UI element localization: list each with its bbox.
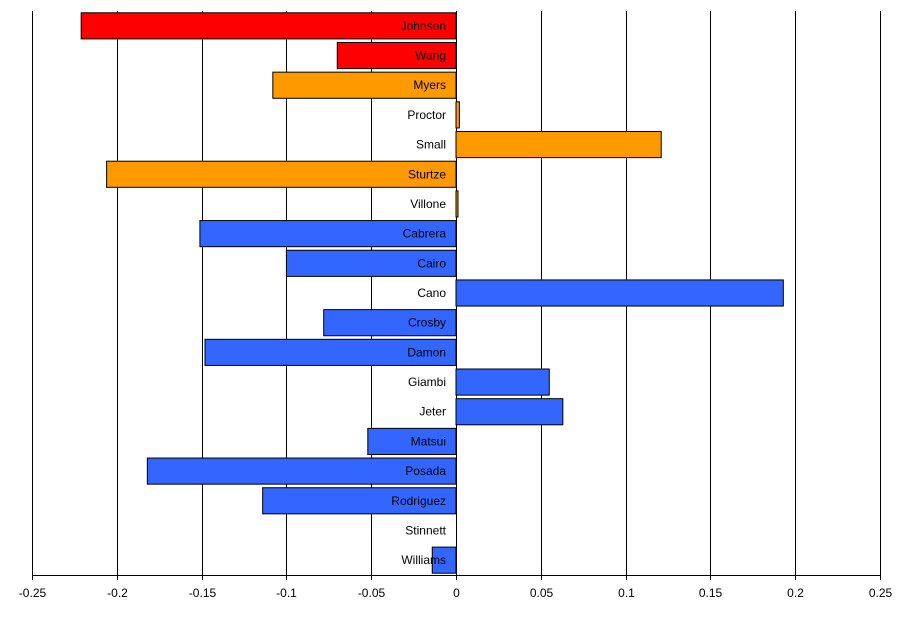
bar-myers — [272, 71, 457, 99]
category-label: Jeter — [419, 405, 446, 419]
x-tick-label: 0.1 — [618, 586, 635, 600]
bar-cairo — [285, 249, 457, 277]
bar-cano — [455, 279, 784, 307]
bars — [80, 12, 784, 574]
bar-matsui — [367, 427, 457, 455]
bar-rodriguez — [262, 487, 457, 515]
category-label: Rodriguez — [391, 494, 446, 508]
category-label: Posada — [405, 464, 446, 478]
category-label: Giambi — [408, 375, 446, 389]
x-tick-label: 0.15 — [699, 586, 723, 600]
x-tick-label: 0.2 — [787, 586, 804, 600]
bar-small — [455, 131, 662, 159]
x-tick-label: -0.2 — [107, 586, 128, 600]
category-label: Cairo — [417, 256, 446, 270]
category-label: Cano — [417, 286, 446, 300]
x-tick-label: 0.05 — [530, 586, 554, 600]
category-label: Stinnett — [405, 523, 446, 537]
bar-crosby — [323, 309, 457, 337]
category-label: Small — [416, 138, 446, 152]
bar-cabrera — [199, 220, 457, 248]
x-tick-label: -0.05 — [358, 586, 386, 600]
bar-johnson — [80, 12, 457, 40]
category-label: Proctor — [407, 108, 446, 122]
bar-williams — [431, 546, 457, 574]
x-tick-label: -0.1 — [276, 586, 297, 600]
bar-giambi — [455, 368, 550, 396]
category-labels: Johnson Wang Myers Proctor Small Sturtze Villo… — [391, 19, 446, 567]
category-label: Johnson — [401, 19, 446, 33]
bar-villone — [455, 190, 459, 218]
category-label: Damon — [407, 345, 446, 359]
bar-proctor — [455, 101, 460, 129]
bar-jeter — [455, 398, 564, 426]
x-axis: -0.25 -0.2 -0.15 -0.1 -0.05 0 0.05 0.1 0.15 0.2 0.… — [19, 575, 893, 600]
category-label: Wang — [415, 49, 446, 63]
x-tick-label: -0.15 — [189, 586, 217, 600]
bar-posada — [146, 457, 457, 485]
bar-sturtze — [106, 160, 457, 188]
bar-damon — [204, 338, 457, 366]
category-label: Cabrera — [403, 227, 447, 241]
category-label: Crosby — [408, 316, 446, 330]
bar-wang — [336, 41, 457, 70]
category-label: Matsui — [411, 434, 446, 448]
category-label: Villone — [410, 197, 446, 211]
category-label: Sturtze — [408, 167, 446, 181]
category-label: Williams — [401, 553, 446, 567]
x-tick-label: -0.25 — [19, 586, 47, 600]
x-tick-label: 0 — [453, 586, 460, 600]
category-label: Myers — [413, 78, 446, 92]
x-tick-label: 0.25 — [869, 586, 893, 600]
